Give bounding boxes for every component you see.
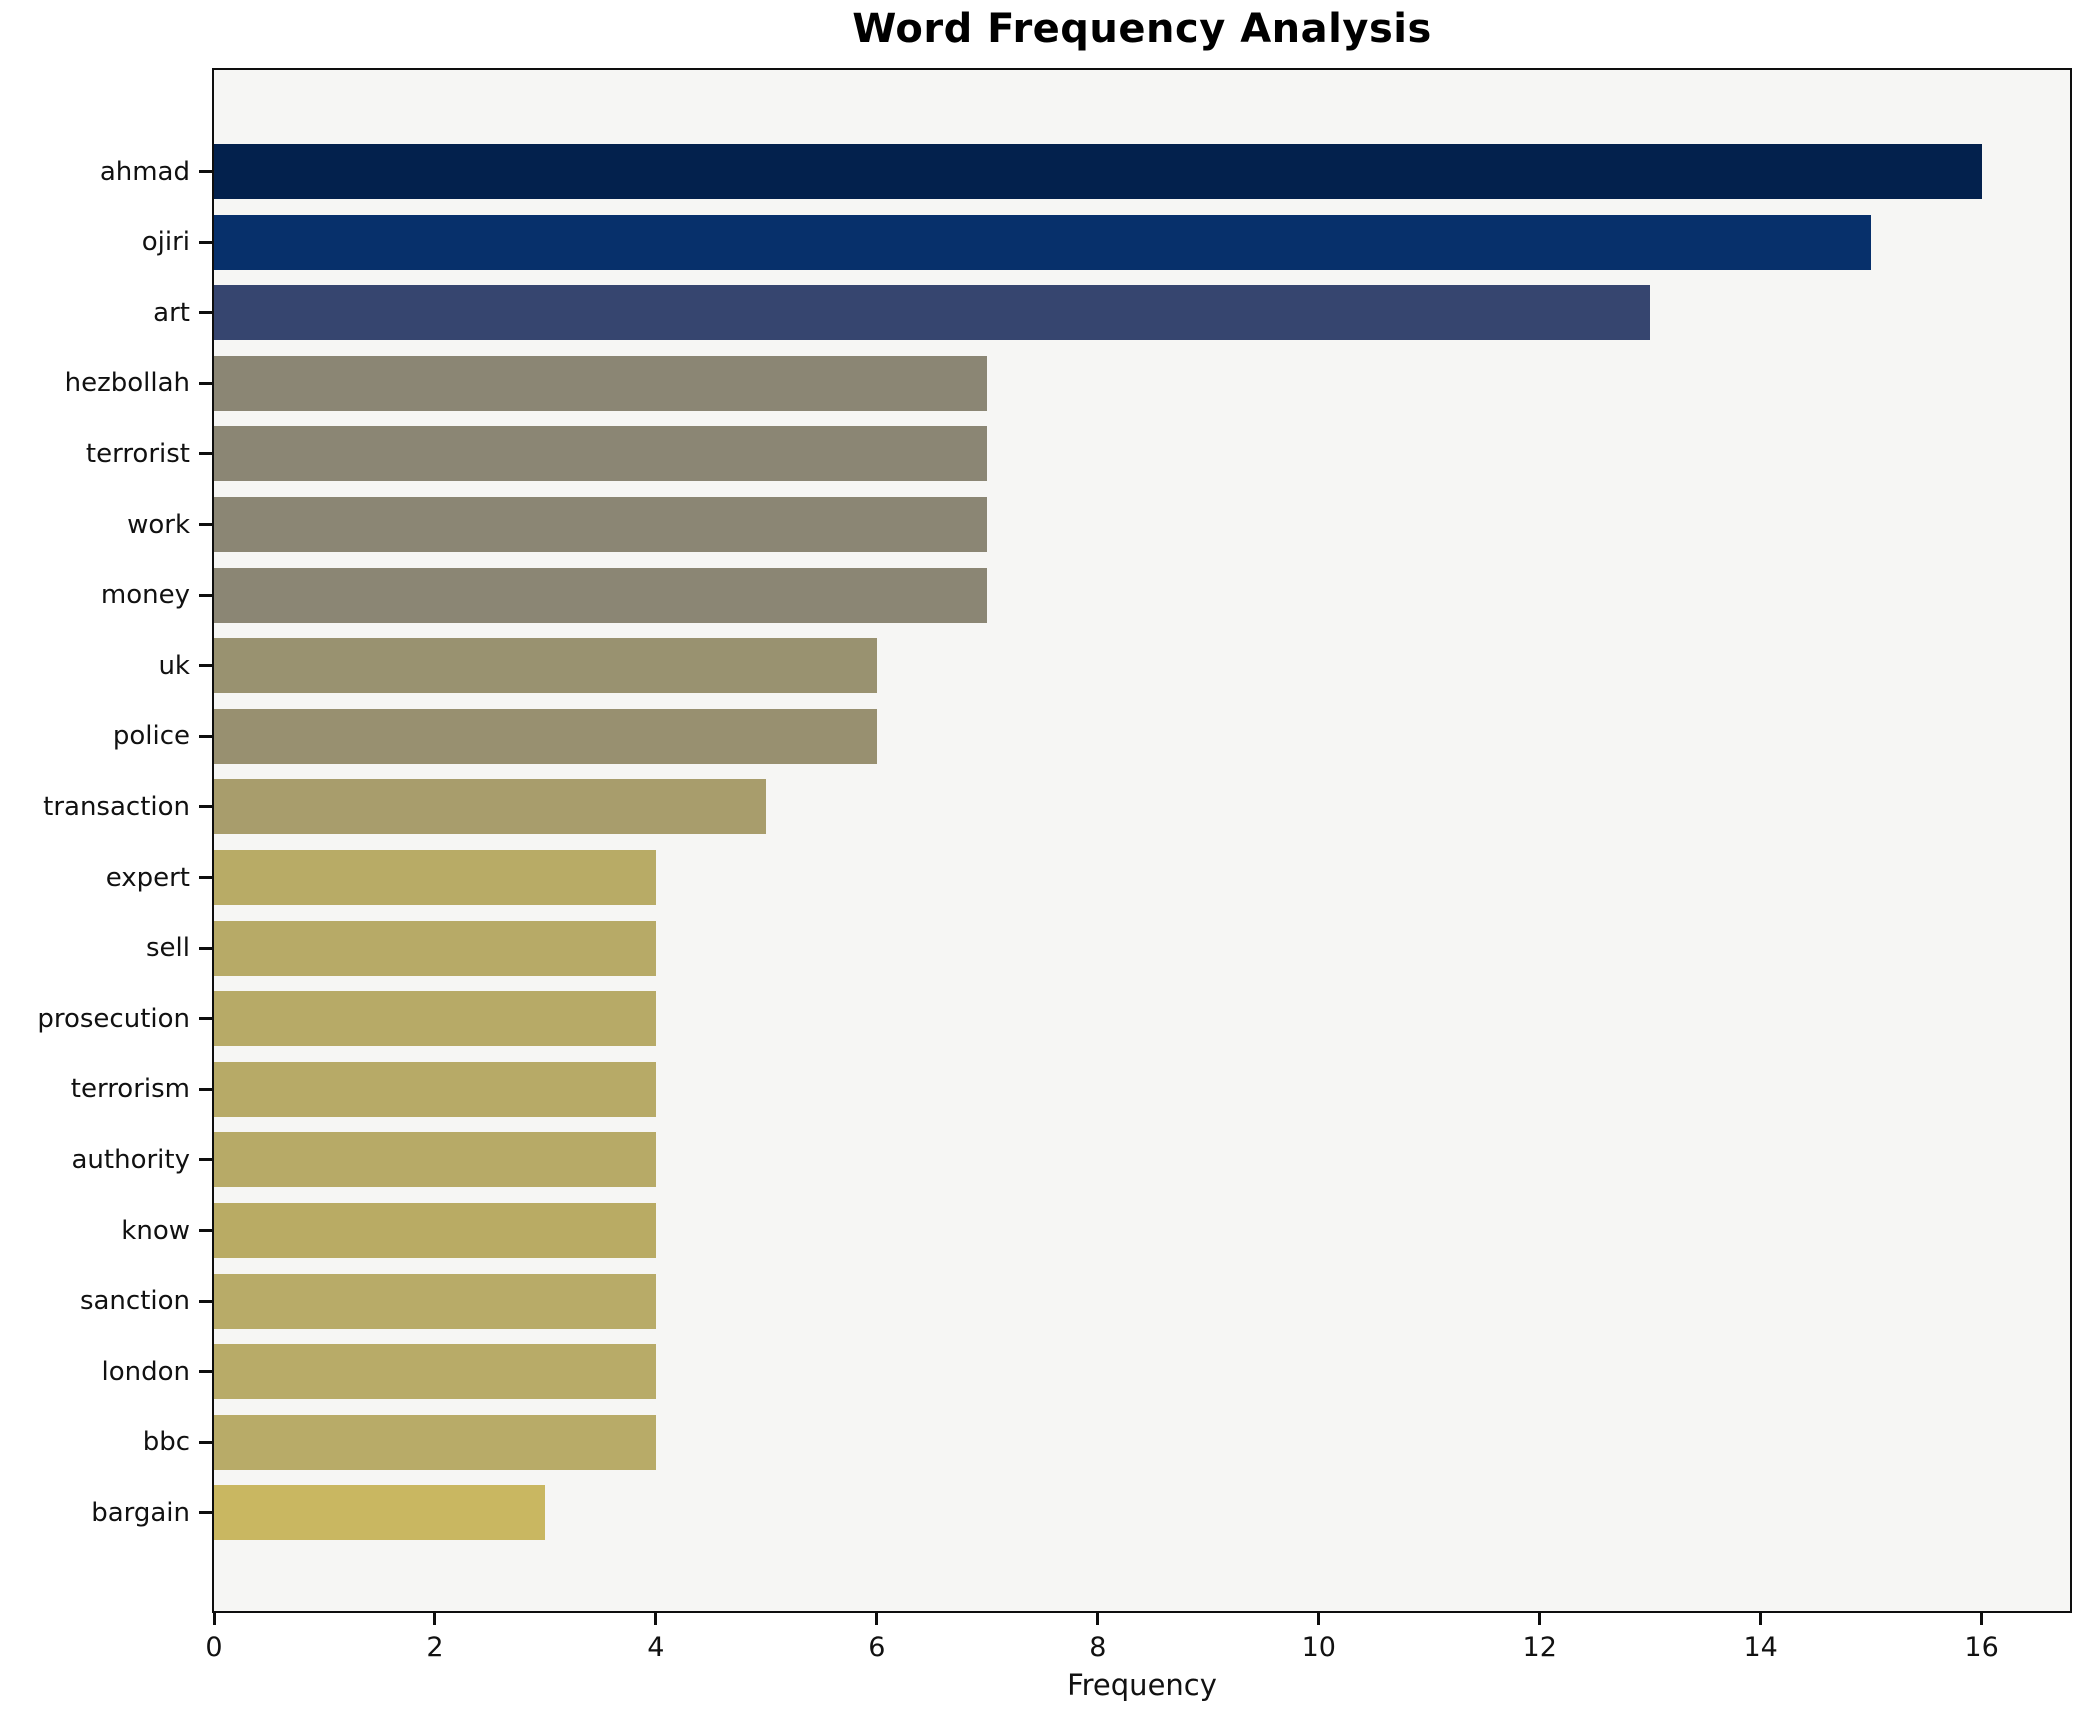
x-tick-label-16: 16 xyxy=(1964,1632,1999,1663)
bar-expert xyxy=(214,850,656,905)
bar-transaction xyxy=(214,779,767,835)
bar-sanction xyxy=(214,1273,656,1329)
y-tick-label-authority: authority xyxy=(71,1144,191,1175)
y-tick-mark xyxy=(199,381,212,385)
y-tick-label-work: work xyxy=(127,509,190,540)
bar-sell xyxy=(214,920,656,976)
x-tick-label-12: 12 xyxy=(1522,1632,1557,1663)
y-tick-mark xyxy=(199,1229,212,1232)
y-tick-mark xyxy=(199,311,212,315)
y-tick-mark xyxy=(199,1370,212,1374)
y-tick-label-hezbollah: hezbollah xyxy=(64,368,190,399)
bar-art xyxy=(214,285,1651,341)
x-tick-mark xyxy=(1980,1613,1984,1625)
x-tick-mark xyxy=(1096,1613,1100,1625)
bar-bbc xyxy=(214,1414,656,1470)
y-tick-label-terrorist: terrorist xyxy=(85,438,190,469)
bar-prosecution xyxy=(214,991,656,1047)
bar-terrorism xyxy=(214,1061,656,1117)
y-tick-label-money: money xyxy=(100,580,190,611)
x-tick-mark xyxy=(1538,1613,1542,1625)
y-tick-label-terrorism: terrorism xyxy=(70,1074,190,1105)
y-tick-label-sanction: sanction xyxy=(79,1286,190,1317)
chart-title: Word Frequency Analysis xyxy=(852,6,1432,52)
y-tick-mark xyxy=(199,664,212,668)
x-tick-mark xyxy=(1759,1613,1763,1625)
y-tick-label-uk: uk xyxy=(158,650,190,681)
y-tick-mark xyxy=(199,1511,212,1515)
y-tick-mark xyxy=(199,1440,212,1444)
y-tick-mark xyxy=(199,1299,212,1303)
y-tick-label-art: art xyxy=(153,297,190,328)
y-tick-label-know: know xyxy=(121,1215,190,1246)
x-tick-mark xyxy=(654,1613,658,1625)
bar-know xyxy=(214,1203,656,1258)
bar-ahmad xyxy=(214,144,1982,199)
x-axis-label: Frequency xyxy=(1067,1668,1217,1702)
y-tick-label-sell: sell xyxy=(146,933,190,964)
y-tick-mark xyxy=(199,1017,212,1021)
y-tick-mark xyxy=(199,523,212,526)
x-tick-mark xyxy=(1317,1613,1321,1625)
x-tick-label-2: 2 xyxy=(426,1632,444,1663)
y-tick-mark xyxy=(199,240,212,244)
y-tick-label-bbc: bbc xyxy=(142,1427,190,1458)
bar-uk xyxy=(214,638,877,694)
x-tick-label-4: 4 xyxy=(647,1632,665,1663)
y-tick-mark xyxy=(199,734,212,738)
y-tick-label-bargain: bargain xyxy=(91,1497,190,1528)
bar-bargain xyxy=(214,1485,546,1541)
y-tick-mark xyxy=(199,946,212,950)
y-tick-mark xyxy=(199,170,212,173)
y-tick-mark xyxy=(199,593,212,597)
x-tick-mark xyxy=(875,1613,879,1625)
plot-area xyxy=(212,68,2072,1613)
x-tick-mark xyxy=(212,1613,216,1625)
bar-london xyxy=(214,1344,656,1400)
x-tick-label-8: 8 xyxy=(1089,1632,1107,1663)
bar-hezbollah xyxy=(214,355,988,411)
bar-police xyxy=(214,708,877,764)
x-tick-label-0: 0 xyxy=(205,1632,223,1663)
bar-ojiri xyxy=(214,214,1872,270)
y-tick-label-ahmad: ahmad xyxy=(99,156,190,187)
bar-work xyxy=(214,497,988,552)
bar-authority xyxy=(214,1132,656,1188)
x-tick-label-10: 10 xyxy=(1301,1632,1336,1663)
y-tick-label-transaction: transaction xyxy=(43,791,190,822)
y-tick-label-ojiri: ojiri xyxy=(141,227,190,258)
y-tick-label-expert: expert xyxy=(105,862,190,893)
bar-terrorist xyxy=(214,426,988,482)
y-tick-label-police: police xyxy=(112,721,190,752)
y-tick-mark xyxy=(199,1087,212,1091)
y-tick-mark xyxy=(199,1158,212,1162)
y-tick-mark xyxy=(199,876,212,879)
y-tick-mark xyxy=(199,452,212,456)
y-tick-label-prosecution: prosecution xyxy=(37,1003,190,1034)
x-tick-label-14: 14 xyxy=(1743,1632,1778,1663)
x-tick-mark xyxy=(433,1613,437,1625)
y-tick-label-london: london xyxy=(101,1356,191,1387)
y-tick-mark xyxy=(199,805,212,809)
bar-money xyxy=(214,567,988,623)
x-tick-label-6: 6 xyxy=(868,1632,886,1663)
